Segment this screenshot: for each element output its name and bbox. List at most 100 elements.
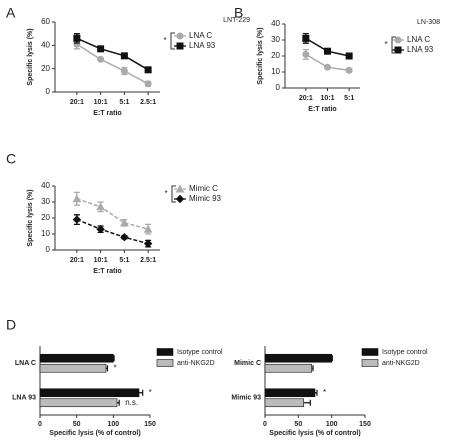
marker (345, 52, 353, 60)
legend-label: anti-NKG2D (177, 360, 215, 367)
y-tick-label: 0 (46, 87, 51, 96)
legend-marker (394, 36, 402, 44)
error-bar (303, 399, 311, 406)
bar (264, 388, 316, 398)
significance-label: n.s. (125, 398, 138, 407)
significance-bracket (170, 32, 175, 50)
annotation: * (384, 40, 387, 49)
y-tick-label: 0 (46, 245, 51, 254)
legend-swatch (156, 359, 174, 367)
y-tick-label: 30 (41, 197, 50, 206)
significance-label: * (323, 388, 326, 397)
marker (120, 52, 128, 60)
x-tick-label: 10:1 (94, 257, 108, 264)
y-tick-label: Mimic 93 (231, 395, 261, 402)
x-tick-label: 0 (263, 421, 267, 428)
x-axis-label: E:T ratio (308, 106, 336, 113)
chart-title: LNT-229 (223, 17, 250, 24)
x-tick-label: 2.5:1 (140, 99, 156, 106)
marker (97, 55, 105, 63)
x-tick-label: 10:1 (94, 99, 108, 106)
legend-label: anti-NKG2D (382, 360, 420, 367)
y-tick-label: 10 (41, 229, 50, 238)
x-tick-label: 50 (73, 421, 81, 428)
marker (96, 224, 105, 234)
y-tick-label: 60 (41, 17, 50, 26)
error-bar (117, 399, 120, 406)
significance-label: * (149, 388, 152, 397)
marker (302, 50, 310, 58)
marker (324, 47, 331, 55)
significance-bracket (391, 36, 396, 54)
series-line (76, 218, 149, 245)
legend-marker (176, 32, 184, 40)
legend-label: Isotype control (177, 349, 223, 356)
x-tick-label: 20:1 (70, 257, 84, 264)
x-tick-label: 5:1 (344, 95, 354, 102)
legend-label: LNA 93 (407, 45, 434, 54)
x-tick-label: 10:1 (320, 95, 334, 102)
y-tick-label: Mimic C (234, 360, 261, 367)
bar (39, 363, 107, 373)
chart-title: LN-308 (417, 19, 440, 26)
marker (143, 239, 153, 248)
marker (144, 80, 152, 88)
y-tick-label: 20 (41, 213, 50, 222)
x-tick-label: 20:1 (70, 99, 84, 106)
x-axis-label: Specific lysis (% of control) (269, 430, 360, 437)
significance-bracket (171, 185, 176, 203)
annotation: * (163, 36, 166, 45)
legend-marker (176, 42, 184, 50)
marker (144, 66, 152, 74)
legend-label: LNA 93 (189, 41, 216, 50)
y-tick-label: LNA C (15, 360, 36, 367)
marker (120, 67, 128, 75)
marker (96, 202, 105, 211)
bar (39, 353, 114, 363)
annotation: * (164, 189, 167, 198)
legend-marker (394, 46, 402, 54)
y-tick-label: 30 (271, 35, 280, 44)
bar (264, 353, 332, 363)
series-line (76, 43, 149, 85)
bar (39, 388, 140, 398)
marker (324, 63, 331, 71)
legend-label: LNA C (189, 31, 212, 40)
x-tick-label: 150 (359, 421, 371, 428)
panel-letter: B (234, 5, 243, 21)
error-bar (315, 389, 318, 396)
error-bar (311, 365, 314, 372)
y-axis-label: Specific lysis (%) (27, 28, 34, 85)
panel-letter: A (6, 5, 16, 21)
x-tick-label: 5:1 (119, 257, 129, 264)
legend-label: Isotype control (382, 349, 428, 356)
panel-letter: D (6, 317, 16, 333)
x-tick-label: 150 (144, 421, 156, 428)
x-tick-label: 20:1 (299, 95, 313, 102)
panel-letter: C (6, 151, 16, 167)
legend-label: Mimic 93 (189, 194, 222, 203)
marker (72, 194, 82, 203)
y-tick-label: 0 (276, 83, 281, 92)
x-axis-label: E:T ratio (93, 268, 121, 275)
legend-swatch (361, 359, 379, 367)
legend-swatch (361, 348, 379, 356)
error-bar (139, 389, 144, 396)
x-tick-label: 0 (38, 421, 42, 428)
series-line (76, 198, 149, 230)
x-tick-label: 100 (326, 421, 338, 428)
bar (264, 398, 304, 408)
legend-swatch (156, 348, 174, 356)
bar (264, 363, 312, 373)
y-tick-label: LNA 93 (12, 395, 36, 402)
y-tick-label: 40 (271, 19, 280, 28)
marker (120, 232, 129, 242)
marker (73, 34, 81, 42)
marker (345, 66, 353, 74)
marker (302, 34, 310, 42)
legend-label: LNA C (407, 35, 430, 44)
marker (143, 224, 153, 233)
legend-marker (175, 194, 185, 204)
bar (39, 398, 118, 408)
